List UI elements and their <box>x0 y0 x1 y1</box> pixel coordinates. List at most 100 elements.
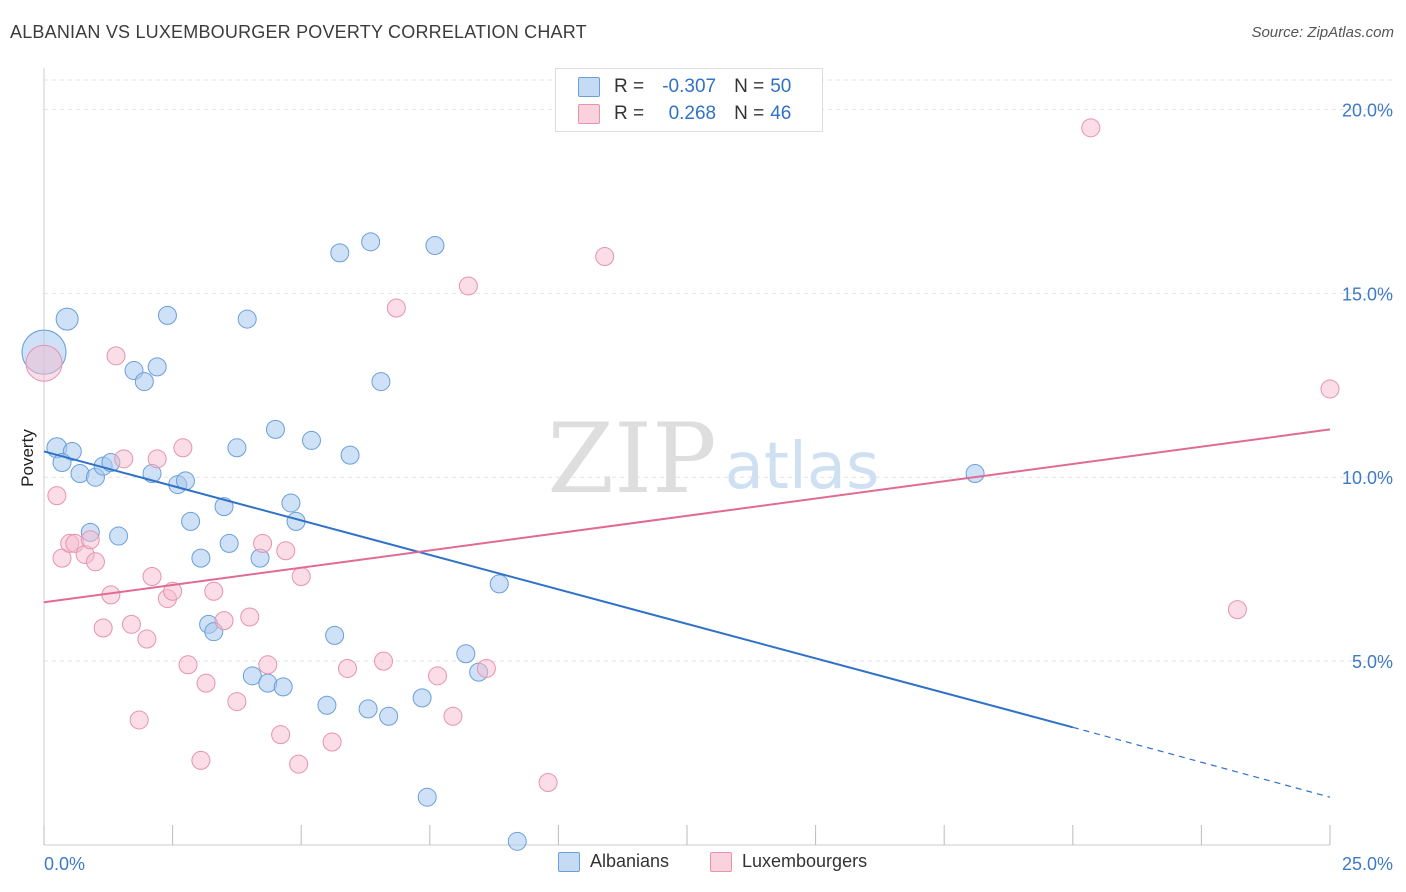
albanian-swatch <box>578 77 600 97</box>
albanian-swatch <box>558 851 580 872</box>
watermark-zip: ZIP <box>547 403 716 515</box>
luxembourger-point <box>178 655 198 675</box>
axis-labels: 5.0% 10.0% 15.0% 20.0% 0.0% 25.0% Poverty <box>18 100 1393 874</box>
luxembourger-swatch <box>710 851 732 872</box>
luxembourger-point <box>85 552 105 572</box>
albanian-point <box>273 677 293 697</box>
albanian-point <box>456 644 476 664</box>
luxembourger-point <box>476 658 496 678</box>
luxembourger-trend-line <box>43 428 1331 604</box>
legend-label-albanians: Albanians <box>590 851 670 871</box>
albanian-point <box>325 625 345 645</box>
legend-r-value: -0.307 <box>662 76 717 97</box>
watermark: ZIP atlas <box>547 403 879 515</box>
luxembourger-point <box>240 607 260 627</box>
luxembourger-point <box>80 530 100 550</box>
trend-lines <box>43 428 1331 798</box>
legend-item-albanians: Albanians <box>558 851 669 872</box>
luxembourger-point <box>1320 379 1340 399</box>
albanian-point <box>412 688 432 708</box>
legend-r-label: R = <box>614 103 645 124</box>
luxembourger-point <box>322 732 342 752</box>
albanian-point <box>358 699 378 719</box>
x-tick-label: 25.0% <box>1342 854 1393 874</box>
legend-n-label: N = <box>734 76 765 97</box>
correlation-legend: R = -0.307 N = 50 R = 0.268 N = 46 <box>555 68 823 132</box>
luxembourger-point <box>458 276 478 296</box>
luxembourger-point <box>129 710 149 730</box>
legend-r-label: R = <box>614 76 645 97</box>
y-axis-label: Poverty <box>18 429 37 487</box>
axes <box>43 68 1331 846</box>
luxembourger-point <box>142 567 162 587</box>
luxembourger-point <box>595 247 615 267</box>
albanian-point <box>191 548 211 568</box>
legend-r-value: 0.268 <box>668 103 717 124</box>
legend-item-luxembourgers: Luxembourgers <box>710 851 867 872</box>
luxembourger-point <box>214 611 234 631</box>
albanian-point <box>147 357 167 377</box>
chart-title: ALBANIAN VS LUXEMBOURGER POVERTY CORRELA… <box>10 22 587 42</box>
albanian-point <box>965 464 985 484</box>
luxembourger-point <box>106 346 126 366</box>
albanian-point <box>417 787 437 807</box>
luxembourger-point <box>114 449 134 469</box>
albanian-point <box>489 574 509 594</box>
albanian-point <box>237 309 257 329</box>
luxembourger-point <box>443 706 463 726</box>
albanian-trend-line <box>43 450 1074 729</box>
albanian-point <box>330 243 350 263</box>
albanian-point <box>181 511 201 531</box>
legend-row-luxembourgers: R = 0.268 N = 46 <box>578 102 791 126</box>
y-tick-label: 10.0% <box>1342 468 1393 488</box>
albanian-point <box>109 526 129 546</box>
albanian-point <box>371 372 391 392</box>
albanian-trend-extension <box>1072 726 1331 798</box>
luxembourger-point <box>137 629 157 649</box>
albanian-point <box>379 706 399 726</box>
luxembourger-point <box>289 754 309 774</box>
albanian-point <box>55 307 79 331</box>
luxembourger-point <box>52 548 72 568</box>
legend-label-luxembourgers: Luxembourgers <box>742 851 868 871</box>
albanian-point <box>157 305 177 325</box>
albanian-point <box>507 831 527 851</box>
albanian-point <box>134 372 154 392</box>
legend-n-label: N = <box>734 103 765 124</box>
luxembourger-point <box>227 692 247 712</box>
gridlines <box>44 79 1392 662</box>
y-tick-label: 5.0% <box>1352 652 1393 672</box>
legend-n-value: 50 <box>770 76 792 97</box>
luxembourger-point <box>191 750 211 770</box>
albanian-point <box>425 236 445 256</box>
luxembourger-point <box>271 725 291 745</box>
albanian-point <box>219 533 239 553</box>
albanian-point <box>265 419 285 439</box>
luxembourger-point <box>1081 118 1101 138</box>
albanian-points <box>21 232 985 851</box>
watermark-atlas: atlas <box>725 430 880 504</box>
albanian-point <box>70 464 90 484</box>
albanian-point <box>281 493 301 513</box>
luxembourger-point <box>204 581 224 601</box>
albanian-point <box>258 673 278 693</box>
luxembourger-point <box>538 772 558 792</box>
y-tick-label: 20.0% <box>1342 100 1393 120</box>
luxembourger-point <box>276 541 296 561</box>
albanian-point <box>214 497 234 517</box>
luxembourger-points <box>25 118 1340 792</box>
legend-row-albanians: R = -0.307 N = 50 <box>578 75 791 99</box>
luxembourger-point <box>173 438 193 458</box>
y-tick-label: 15.0% <box>1342 284 1393 304</box>
luxembourger-point <box>47 486 67 506</box>
albanian-point <box>227 438 247 458</box>
luxembourger-point <box>258 655 278 675</box>
luxembourger-point <box>253 533 273 553</box>
luxembourger-point <box>196 673 216 693</box>
luxembourger-point <box>1227 600 1247 620</box>
luxembourger-point <box>121 614 141 634</box>
luxembourger-point <box>386 298 406 318</box>
luxembourger-point <box>428 666 448 686</box>
luxembourger-point <box>291 567 311 587</box>
